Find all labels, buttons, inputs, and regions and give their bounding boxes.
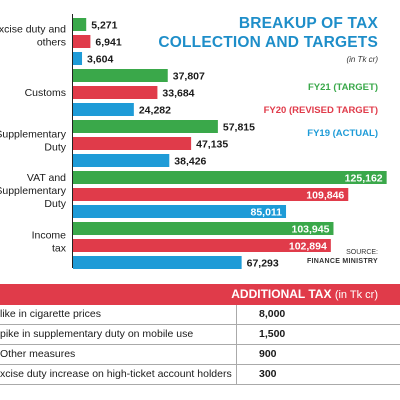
bar-fy19-actual- <box>73 103 134 116</box>
bar-fy21-target- <box>73 222 334 235</box>
category-label: Excise duty and <box>0 24 66 36</box>
category-label: VAT and <box>27 172 66 184</box>
additional-tax-table: ADDITIONAL TAX (in Tk cr) like in cigare… <box>0 284 400 385</box>
additional-tax-header: ADDITIONAL TAX (in Tk cr) <box>0 284 400 305</box>
tax-item-name: pike in supplementary duty on mobile use <box>0 324 237 345</box>
bar-value-label: 24,282 <box>139 105 171 117</box>
bar-fy19-actual- <box>73 52 83 65</box>
table-row: xcise duty increase on high-ticket accou… <box>0 364 400 385</box>
category-label: Supplementary <box>0 185 67 197</box>
bar-fy19-actual- <box>73 154 170 167</box>
bar-value-label: 102,894 <box>289 241 327 253</box>
bar-value-label: 37,807 <box>173 71 205 83</box>
bar-fy20-revised-target- <box>73 35 91 48</box>
legend-item-fy20: FY20 (REVISED TARGET) <box>263 105 378 116</box>
chart-unit: (in Tk cr) <box>346 55 378 64</box>
table-row: pike in supplementary duty on mobile use… <box>0 324 400 345</box>
table-row: Other measures 900 <box>0 344 400 365</box>
additional-tax-title: ADDITIONAL TAX <box>231 287 332 301</box>
chart-source: SOURCE: FINANCE MINISTRY <box>307 248 378 266</box>
bar-fy20-revised-target- <box>73 188 349 201</box>
bar-value-label: 5,271 <box>91 20 117 32</box>
bar-fy19-actual- <box>73 256 242 269</box>
additional-tax-unit: (in Tk cr) <box>334 289 378 301</box>
additional-tax-rows: like in cigarette prices 8,000 pike in s… <box>0 305 400 385</box>
bar-value-label: 85,011 <box>250 207 282 219</box>
category-label: Duty <box>44 142 66 154</box>
bar-fy21-target- <box>73 120 218 133</box>
bar-value-label: 33,684 <box>162 88 194 100</box>
bar-value-label: 6,941 <box>95 37 121 49</box>
chart-legend: FY21 (TARGET) FY20 (REVISED TARGET) FY19… <box>264 76 378 145</box>
bar-fy20-revised-target- <box>73 239 331 252</box>
chart-title: BREAKUP OF TAX COLLECTION AND TARGETS <box>158 15 378 51</box>
tax-item-name: like in cigarette prices <box>0 305 237 325</box>
bar-value-label: 125,162 <box>345 173 383 185</box>
category-label: Supplementary <box>0 129 67 141</box>
bar-value-label: 57,815 <box>223 122 255 134</box>
legend-item-fy21: FY21 (TARGET) <box>307 82 378 93</box>
bar-value-label: 38,426 <box>174 156 206 168</box>
category-label: Customs <box>25 87 66 99</box>
tax-item-value: 1,500 <box>236 324 400 345</box>
tax-item-value: 8,000 <box>236 305 400 325</box>
bar-fy20-revised-target- <box>73 137 192 150</box>
bar-value-label: 67,293 <box>247 258 279 270</box>
bar-fy21-target- <box>73 18 87 31</box>
tax-item-value: 300 <box>236 364 400 385</box>
bar-fy19-actual- <box>73 205 287 218</box>
source-label: SOURCE: <box>346 249 378 256</box>
bar-value-label: 47,135 <box>196 139 228 151</box>
bar-fy20-revised-target- <box>73 86 158 99</box>
category-label: tax <box>52 243 67 255</box>
bar-fy21-target- <box>73 69 168 82</box>
tax-item-name: Other measures <box>0 344 237 365</box>
bar-value-label: 3,604 <box>87 54 113 66</box>
tax-item-name: xcise duty increase on high-ticket accou… <box>0 364 237 385</box>
bar-fy21-target- <box>73 171 387 184</box>
category-label: Income <box>32 230 67 242</box>
table-row: like in cigarette prices 8,000 <box>0 305 400 325</box>
bar-value-label: 109,846 <box>306 190 344 202</box>
category-label: others <box>37 37 66 49</box>
category-label: Duty <box>44 198 66 210</box>
source-org: FINANCE MINISTRY <box>306 258 378 265</box>
bar-value-label: 103,945 <box>292 224 330 236</box>
tax-item-value: 900 <box>236 344 400 365</box>
legend-item-fy19: FY19 (ACTUAL) <box>307 128 378 139</box>
